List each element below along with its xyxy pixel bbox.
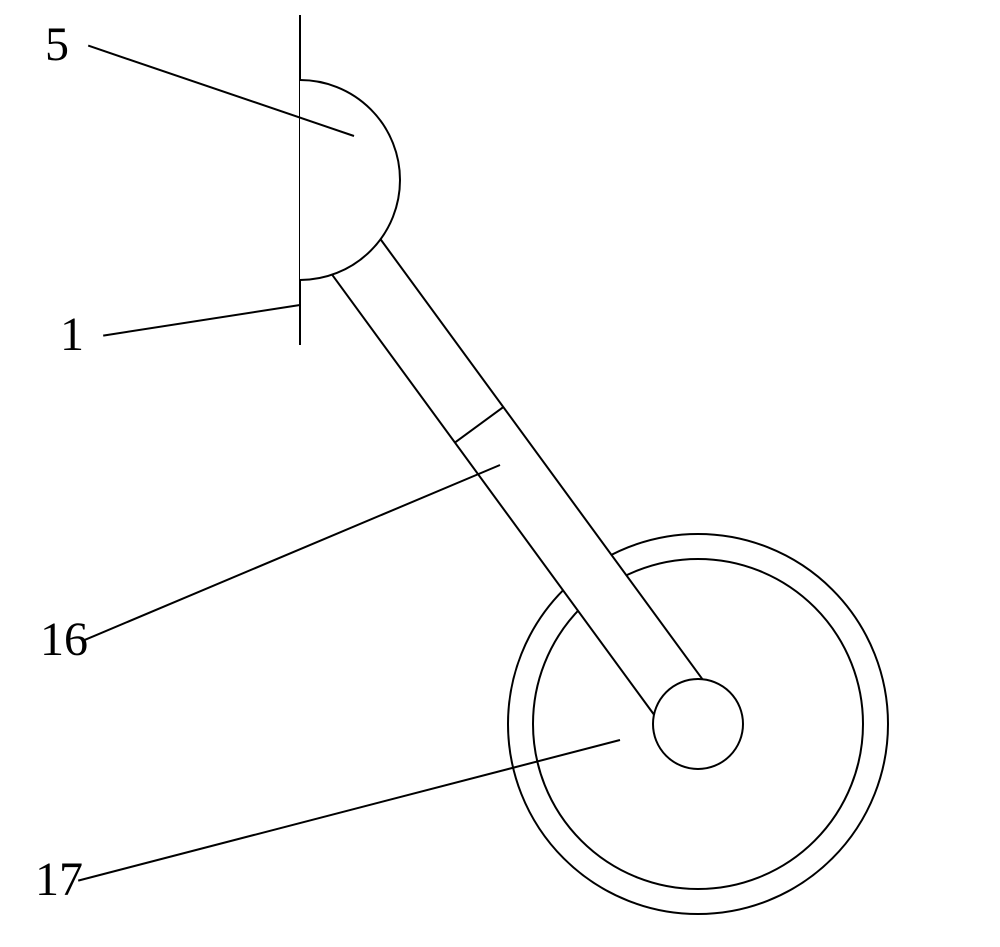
- callout-line-17: [78, 740, 620, 881]
- callout-line-16: [83, 465, 500, 641]
- callout-line-1: [103, 305, 300, 336]
- wheel-hub: [653, 679, 743, 769]
- rod-edge-upper: [332, 275, 654, 715]
- rod-edge-lower: [381, 239, 703, 679]
- callout-label-16: 16: [40, 613, 88, 666]
- rod-mask: [332, 239, 722, 741]
- callout-label-17: 17: [35, 853, 83, 906]
- callout-label-5: 5: [45, 18, 69, 71]
- callout-label-1: 1: [60, 308, 84, 361]
